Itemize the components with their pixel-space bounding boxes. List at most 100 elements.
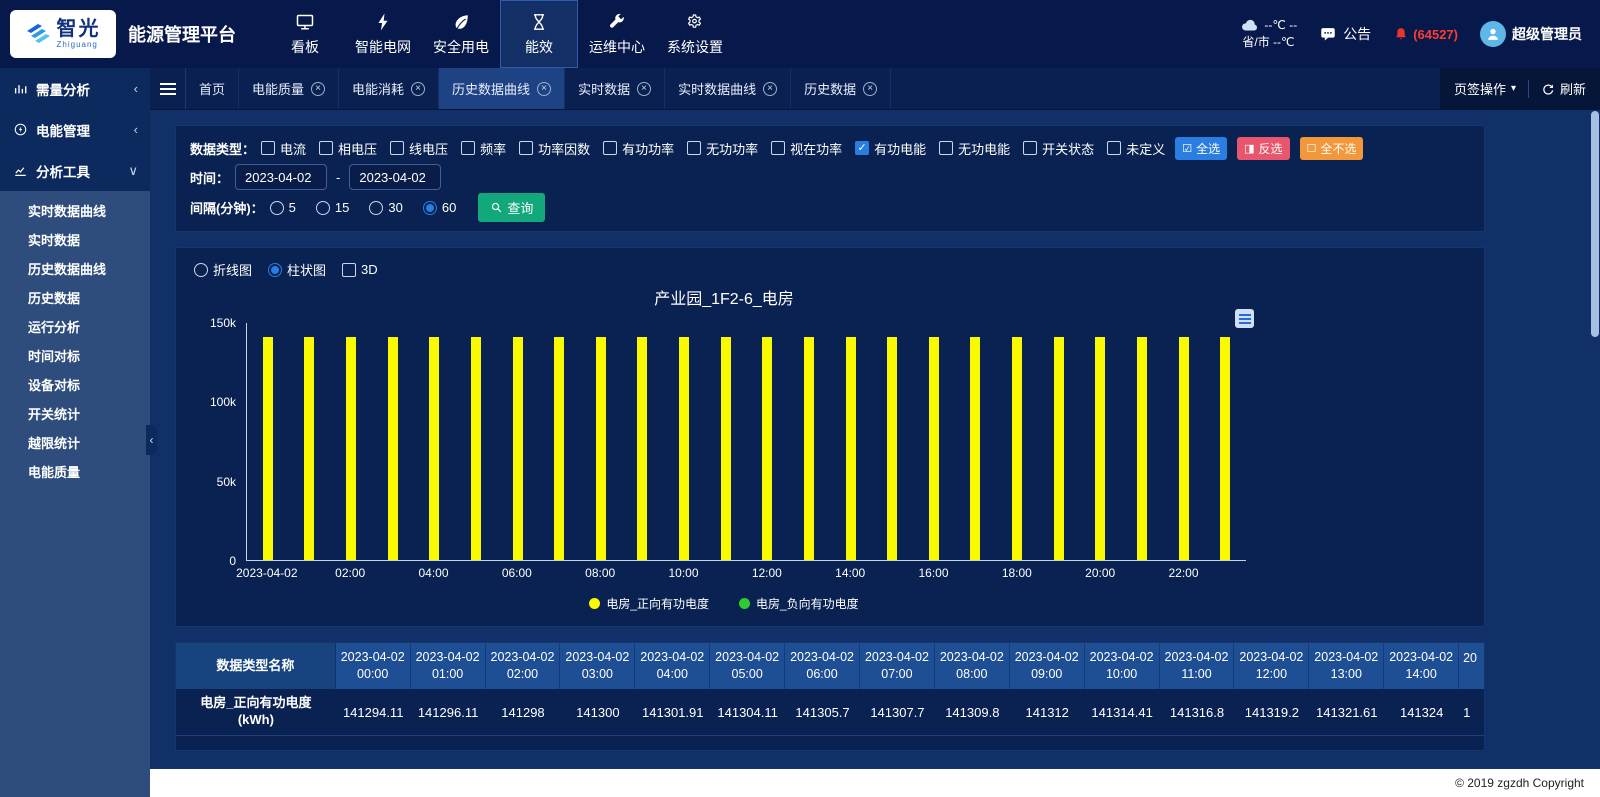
data-type-checkbox[interactable]: 开关状态 (1023, 139, 1094, 158)
sidebar-item[interactable]: 电能质量 (0, 458, 150, 487)
vertical-scrollbar[interactable] (1591, 111, 1599, 793)
chart-type-option[interactable]: 折线图 (194, 260, 252, 279)
select-all-button[interactable]: ☑ 全选 (1175, 137, 1227, 160)
data-type-checkbox[interactable]: ✓有功电能 (855, 139, 926, 158)
nav-item[interactable]: 安全用电 (422, 0, 500, 68)
nav-item[interactable]: 运维中心 (578, 0, 656, 68)
chart-bar (1095, 337, 1105, 560)
checkbox-label: 频率 (480, 139, 506, 158)
checkbox-label: 相电压 (338, 139, 377, 158)
sidebar-collapse-handle[interactable]: ‹ (146, 425, 157, 455)
invert-select-button[interactable]: ◨ 反选 (1237, 137, 1289, 160)
data-type-checkbox[interactable]: 有功功率 (603, 139, 674, 158)
sidebar-item[interactable]: 运行分析 (0, 313, 150, 342)
chart-type-option[interactable]: 3D (342, 262, 378, 277)
logo-text: 智光 Zhiguang (57, 19, 101, 49)
close-icon[interactable]: × (411, 82, 425, 96)
query-button[interactable]: 查询 (478, 193, 545, 222)
sidebar-item[interactable]: 实时数据 (0, 226, 150, 255)
menu-toggle-icon[interactable] (150, 68, 186, 109)
x-axis-label: 06:00 (502, 566, 532, 580)
sidebar-item[interactable]: 实时数据曲线 (0, 197, 150, 226)
cloud-icon (1240, 17, 1260, 33)
alerts-button[interactable]: (64527) (1393, 26, 1458, 43)
close-icon[interactable]: × (763, 82, 777, 96)
chart-type-option[interactable]: 柱状图 (268, 260, 326, 279)
table-header-name: 数据类型名称 (176, 643, 336, 689)
data-type-checkbox[interactable]: 线电压 (390, 139, 448, 158)
close-icon[interactable]: × (863, 82, 877, 96)
nav-item[interactable]: 看板 (266, 0, 344, 68)
data-type-checkbox[interactable]: 相电压 (319, 139, 377, 158)
checkbox-icon (261, 141, 275, 155)
nav-item[interactable]: 系统设置 (656, 0, 734, 68)
nav-item[interactable]: 智能电网 (344, 0, 422, 68)
analysis-tools-icon (12, 163, 28, 178)
table-header-cell: 2023-04-0213:00 (1309, 643, 1384, 689)
data-type-checkbox[interactable]: 电流 (261, 139, 306, 158)
select-none-button[interactable]: ☐ 全不选 (1300, 137, 1364, 160)
table-header-cell: 2023-04-0211:00 (1160, 643, 1235, 689)
user-menu[interactable]: 超级管理员 (1480, 21, 1582, 47)
data-table: 数据类型名称2023-04-0200:002023-04-0201:002023… (175, 642, 1485, 751)
sidebar-item[interactable]: 开关统计 (0, 400, 150, 429)
tab[interactable]: 历史数据× (791, 68, 891, 109)
sidebar-group[interactable]: 电能管理‹ (0, 109, 150, 150)
table-cell: 141309.8 (935, 689, 1010, 735)
y-axis-label: 150k (210, 316, 236, 330)
data-type-checkbox[interactable]: 未定义 (1107, 139, 1165, 158)
interval-radio[interactable]: 15 (316, 200, 349, 215)
interval-radio[interactable]: 30 (369, 200, 402, 215)
tab[interactable]: 电能质量× (239, 68, 339, 109)
x-axis-label: 10:00 (668, 566, 698, 580)
tab-operations-dropdown[interactable]: 页签操作 ▾ (1454, 79, 1516, 98)
sidebar-group[interactable]: 分析工具∨ (0, 150, 150, 191)
interval-radio[interactable]: 60 (423, 200, 456, 215)
radio-icon (369, 201, 383, 215)
close-icon[interactable]: × (637, 82, 651, 96)
bell-icon (1393, 26, 1409, 43)
interval-radio[interactable]: 5 (270, 200, 296, 215)
close-icon[interactable]: × (311, 82, 325, 96)
tab[interactable]: 历史数据曲线× (439, 68, 565, 109)
sidebar-item[interactable]: 越限统计 (0, 429, 150, 458)
close-icon[interactable]: × (537, 82, 551, 96)
tab[interactable]: 电能消耗× (339, 68, 439, 109)
date-from-input[interactable]: 2023-04-02 (235, 164, 327, 190)
tab[interactable]: 首页 (186, 68, 239, 109)
sidebar-item[interactable]: 历史数据曲线 (0, 255, 150, 284)
announcement-label: 公告 (1343, 24, 1371, 44)
sidebar-group[interactable]: 需量分析‹ (0, 68, 150, 109)
checkbox-icon (319, 141, 333, 155)
scrollbar-thumb[interactable] (1591, 111, 1599, 337)
data-type-checkbox[interactable]: 无功功率 (687, 139, 758, 158)
time-label: 时间： (190, 168, 229, 187)
checkbox-label: 视在功率 (790, 139, 842, 158)
page: 智光 Zhiguang 能源管理平台 看板智能电网安全用电能效运维中心系统设置 … (0, 0, 1600, 797)
legend-item[interactable]: 电房_正向有功电度 (589, 595, 709, 612)
tab[interactable]: 实时数据× (565, 68, 665, 109)
table-cell: 141314.41 (1085, 689, 1160, 735)
data-type-checkbox[interactable]: 视在功率 (771, 139, 842, 158)
data-type-checkbox[interactable]: 频率 (461, 139, 506, 158)
chart: 产业园_1F2-6_电房 050k100k150k 2023-04-0202:0… (194, 285, 1254, 612)
sidebar-item[interactable]: 历史数据 (0, 284, 150, 313)
checkbox-icon (519, 141, 533, 155)
sidebar-item[interactable]: 时间对标 (0, 342, 150, 371)
table-header-cell: 2023-04-0200:00 (336, 643, 411, 689)
nav-item[interactable]: 能效 (500, 0, 578, 68)
announcement-button[interactable]: 公告 (1319, 24, 1371, 44)
data-type-checkbox[interactable]: 功率因数 (519, 139, 590, 158)
refresh-button[interactable]: 刷新 (1541, 79, 1586, 98)
tab[interactable]: 实时数据曲线× (665, 68, 791, 109)
sidebar-group-label: 分析工具 (36, 161, 90, 181)
legend-item[interactable]: 电房_负向有功电度 (739, 595, 859, 612)
y-axis-label: 50k (217, 475, 236, 489)
legend-label: 电房_负向有功电度 (756, 595, 859, 612)
radio-icon (423, 201, 437, 215)
chart-bar (554, 337, 564, 560)
data-type-checkbox[interactable]: 无功电能 (939, 139, 1010, 158)
chart-type-label: 3D (361, 262, 378, 277)
date-to-input[interactable]: 2023-04-02 (349, 164, 441, 190)
sidebar-item[interactable]: 设备对标 (0, 371, 150, 400)
